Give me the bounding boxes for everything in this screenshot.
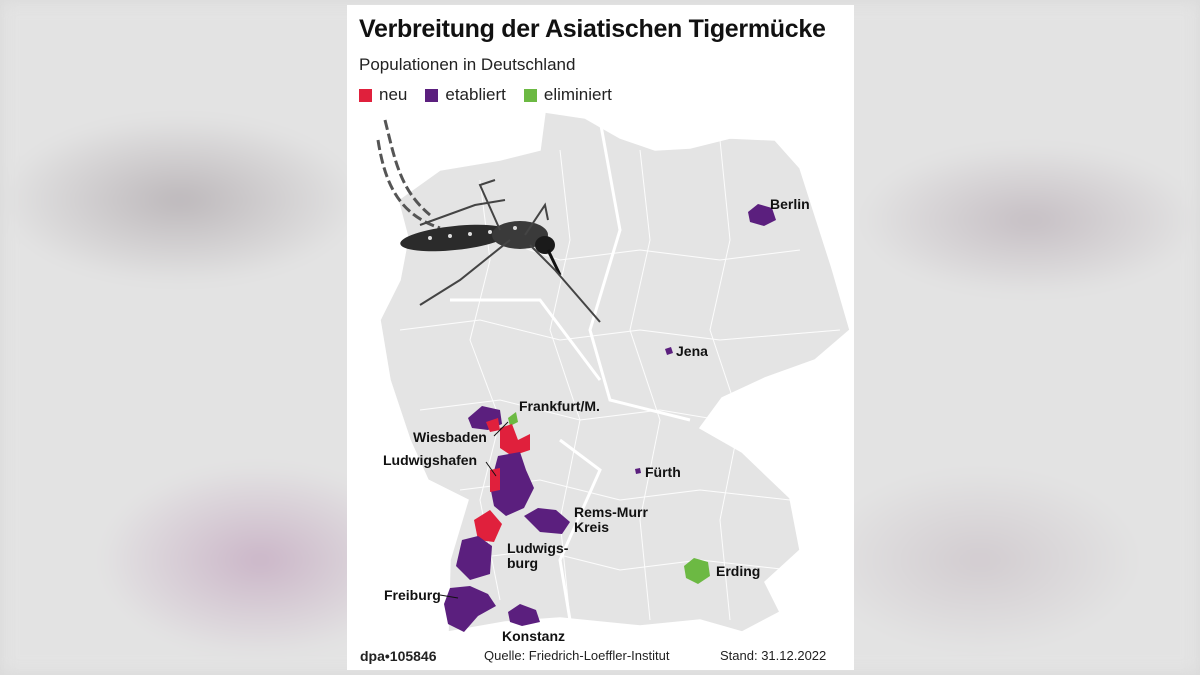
- legend-swatch-purple: [425, 88, 439, 102]
- region-rhine-mid: [490, 452, 534, 516]
- place-label-ludwigshafen: Ludwigshafen: [383, 452, 478, 468]
- region-frankfurt: [508, 412, 518, 426]
- subtitle: Populationen in Deutschland: [359, 55, 576, 74]
- region-ludwigshafen: [490, 468, 500, 492]
- legend-label: neu: [379, 85, 408, 104]
- source-credit: Quelle: Friedrich-Loeffler-Institut: [484, 648, 670, 663]
- region-fuerth: [635, 468, 641, 474]
- page-title: Verbreitung der Asiatischen Tigermücke: [359, 15, 826, 43]
- region-karlsruhe: [474, 510, 502, 542]
- region-wiesbaden: [486, 418, 500, 432]
- region-jena: [665, 347, 673, 355]
- region-konstanz: [508, 604, 540, 626]
- place-label-wiesbaden: Wiesbaden: [413, 429, 487, 445]
- agency-credit: dpa•105846: [360, 648, 437, 664]
- place-label-konstanz: Konstanz: [502, 628, 565, 644]
- legend-swatch-red: [359, 88, 372, 102]
- place-label-jena: Jena: [676, 343, 708, 359]
- legend-item-etabliert: etabliert: [425, 85, 506, 105]
- legend-label: etabliert: [445, 85, 506, 104]
- place-label-erding: Erding: [716, 563, 761, 579]
- legend-item-eliminiert: eliminiert: [523, 85, 612, 105]
- date-stamp: Stand: 31.12.2022: [720, 648, 827, 663]
- place-label-rems-murr: Rems-Murr Kreis: [574, 504, 648, 535]
- place-label-berlin: Berlin: [770, 196, 810, 212]
- place-label-fuerth: Fürth: [645, 464, 681, 480]
- region-erding: [684, 558, 710, 584]
- legend-swatch-green: [523, 88, 537, 102]
- place-label-frankfurt: Frankfurt/M.: [519, 398, 600, 414]
- region-rems-murr: [524, 508, 570, 534]
- legend: neu etabliert eliminiert: [359, 85, 612, 105]
- legend-item-neu: neu: [359, 85, 407, 105]
- region-darmstadt: [500, 424, 530, 456]
- region-berlin: [748, 204, 776, 226]
- place-label-freiburg: Freiburg: [384, 587, 441, 603]
- legend-label: eliminiert: [543, 85, 612, 104]
- place-label-ludwigsburg: Ludwigs-burg: [507, 540, 569, 571]
- infographic-panel: Verbreitung der Asiatischen Tigermücke P…: [347, 5, 854, 670]
- mosquito-illustration: [376, 119, 601, 323]
- region-ortenau: [456, 536, 492, 580]
